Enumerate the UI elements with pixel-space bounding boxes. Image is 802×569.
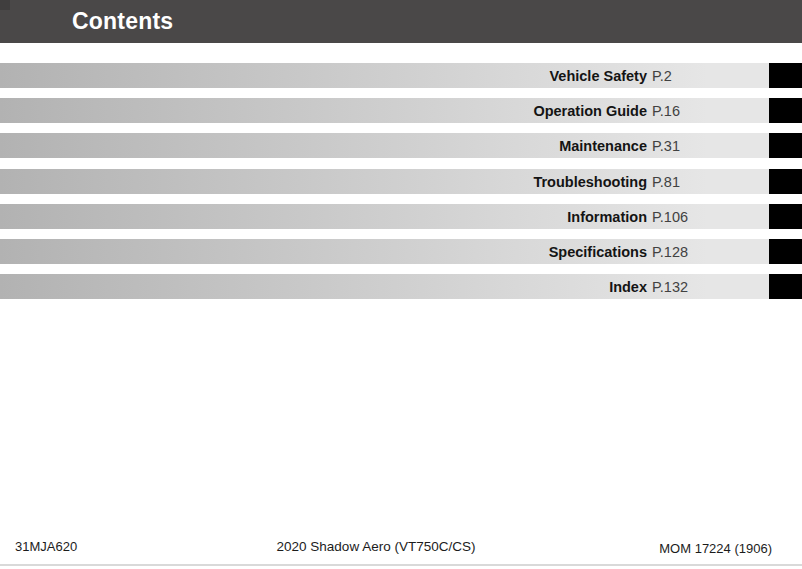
- footer-publication-code: MOM 17224 (1906): [659, 541, 772, 556]
- page-tab: [769, 204, 802, 229]
- section-label: Operation Guide: [0, 103, 652, 119]
- contents-row-index[interactable]: Index P.132: [0, 274, 802, 299]
- page-tab: [769, 239, 802, 264]
- header-bar: Contents: [0, 0, 802, 43]
- section-page-ref: P.132: [652, 279, 769, 295]
- contents-row-troubleshooting[interactable]: Troubleshooting P.81: [0, 169, 802, 194]
- page-title: Contents: [72, 8, 173, 35]
- section-page-ref: P.81: [652, 174, 769, 190]
- footer-model-name: 2020 Shadow Aero (VT750C/CS): [0, 539, 752, 554]
- corner-square: [0, 0, 10, 10]
- contents-row-maintenance[interactable]: Maintenance P.31: [0, 133, 802, 158]
- section-page-ref: P.31: [652, 138, 769, 154]
- contents-row-operation-guide[interactable]: Operation Guide P.16: [0, 98, 802, 123]
- section-page-ref: P.106: [652, 209, 769, 225]
- contents-row-information[interactable]: Information P.106: [0, 204, 802, 229]
- section-label: Index: [0, 279, 652, 295]
- footer-divider: [0, 564, 802, 566]
- page-tab: [769, 98, 802, 123]
- section-page-ref: P.128: [652, 244, 769, 260]
- section-label: Vehicle Safety: [0, 68, 652, 84]
- page-tab: [769, 169, 802, 194]
- contents-row-specifications[interactable]: Specifications P.128: [0, 239, 802, 264]
- page-tab: [769, 63, 802, 88]
- section-label: Troubleshooting: [0, 174, 652, 190]
- section-label: Information: [0, 209, 652, 225]
- section-label: Specifications: [0, 244, 652, 260]
- page-tab: [769, 133, 802, 158]
- section-page-ref: P.16: [652, 103, 769, 119]
- contents-row-vehicle-safety[interactable]: Vehicle Safety P.2: [0, 63, 802, 88]
- page-tab: [769, 274, 802, 299]
- contents-page: Contents Vehicle Safety P.2 Operation Gu…: [0, 0, 802, 569]
- section-label: Maintenance: [0, 138, 652, 154]
- section-page-ref: P.2: [652, 68, 769, 84]
